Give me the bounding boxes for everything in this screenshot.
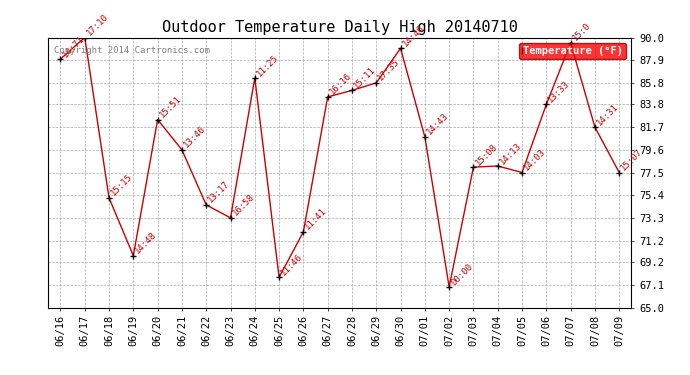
Text: 17:10: 17:10 (85, 12, 110, 38)
Text: 14:03: 14:03 (522, 147, 547, 172)
Text: 14:43: 14:43 (425, 111, 450, 137)
Legend: Temperature (°F): Temperature (°F) (519, 43, 626, 59)
Text: 15:0: 15:0 (571, 21, 592, 43)
Text: 14:13: 14:13 (497, 141, 523, 166)
Text: 14:71: 14:71 (61, 34, 86, 59)
Text: 14:31: 14:31 (595, 102, 620, 127)
Text: 11:46: 11:46 (279, 252, 304, 277)
Text: 15:15: 15:15 (109, 172, 135, 198)
Text: 14:48: 14:48 (133, 230, 159, 256)
Text: 11:25: 11:25 (255, 53, 280, 78)
Text: 16:16: 16:16 (328, 72, 353, 97)
Text: 13:46: 13:46 (182, 124, 207, 150)
Text: 14:46: 14:46 (401, 23, 426, 48)
Text: 15:51: 15:51 (157, 94, 183, 120)
Text: 15:11: 15:11 (352, 65, 377, 90)
Text: 13:33: 13:33 (546, 79, 572, 105)
Text: 13:17: 13:17 (206, 180, 232, 205)
Text: 00:00: 00:00 (449, 262, 475, 287)
Text: 15:08: 15:08 (473, 142, 499, 167)
Text: 16:58: 16:58 (230, 192, 256, 218)
Text: Copyright 2014 Cartronics.com: Copyright 2014 Cartronics.com (54, 46, 210, 55)
Title: Outdoor Temperature Daily High 20140710: Outdoor Temperature Daily High 20140710 (162, 20, 518, 35)
Text: 17:35: 17:35 (376, 57, 402, 83)
Text: 11:41: 11:41 (304, 207, 328, 232)
Text: 15:07: 15:07 (619, 147, 644, 172)
